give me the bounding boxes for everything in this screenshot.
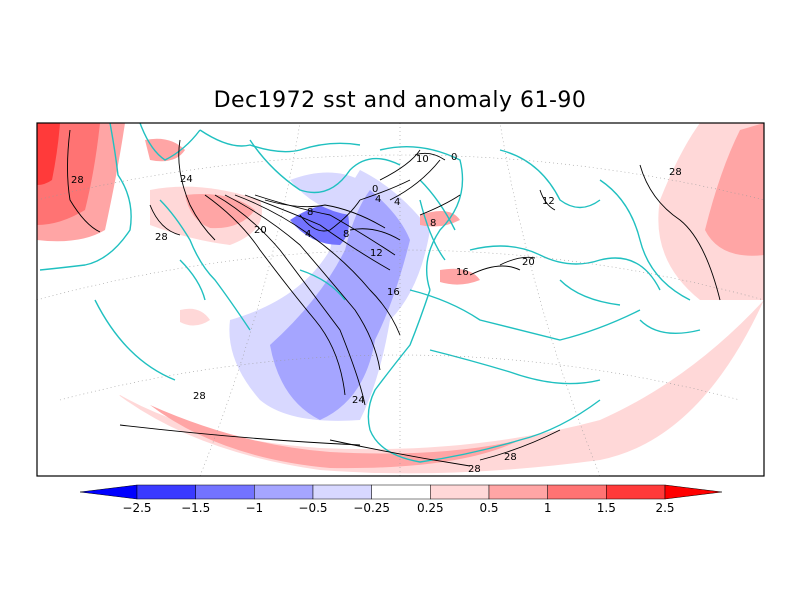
contour-label: 4 bbox=[305, 229, 311, 240]
colorbar-segment bbox=[195, 484, 255, 500]
colorbar-segment bbox=[136, 484, 196, 500]
colorbar-segment bbox=[488, 484, 548, 500]
graticule bbox=[37, 123, 764, 476]
map-frame bbox=[36, 122, 765, 477]
colorbar-tick-label: 1.5 bbox=[597, 501, 616, 515]
colorbar-segment bbox=[664, 484, 723, 500]
contour-label: 12 bbox=[370, 248, 383, 259]
colorbar-segment bbox=[254, 484, 314, 500]
colorbar-segment bbox=[79, 484, 138, 500]
colorbar-tick-label: 2.5 bbox=[655, 501, 674, 515]
contour-label: 8 bbox=[430, 218, 436, 229]
contour-label: 10 bbox=[416, 154, 429, 165]
contour-labels: 28 24 28 20 8 4 8 4 0 4 12 16 24 28 28 2… bbox=[71, 152, 682, 475]
sst-contours bbox=[67, 129, 721, 467]
colorbar-tick-label: −1.5 bbox=[181, 501, 210, 515]
contour-label: 28 bbox=[468, 464, 481, 475]
contour-label: 16 bbox=[387, 287, 400, 298]
contour-label: 28 bbox=[504, 452, 517, 463]
contour-label: 28 bbox=[71, 175, 84, 186]
contour-label: 0 bbox=[451, 152, 457, 163]
map-title: Dec1972 sst and anomaly 61-90 bbox=[213, 88, 587, 113]
contour-label: 8 bbox=[343, 229, 349, 240]
contour-label: 12 bbox=[542, 196, 555, 207]
colorbar-tick-label: 0.25 bbox=[417, 501, 444, 515]
contour-label: 28 bbox=[193, 391, 206, 402]
colorbar: −2.5 −1.5 −1 −0.5 −0.25 0.25 0.5 1 1.5 2.5 bbox=[79, 484, 723, 515]
contour-label: 20 bbox=[254, 225, 267, 236]
contour-label: 28 bbox=[155, 232, 168, 243]
colorbar-segment bbox=[312, 484, 372, 500]
anomaly-shading bbox=[37, 123, 764, 474]
colorbar-tick-label: −0.25 bbox=[353, 501, 390, 515]
contour-label: 20 bbox=[522, 257, 535, 268]
colorbar-segment bbox=[371, 484, 431, 500]
colorbar-segment bbox=[547, 484, 607, 500]
contour-label: 4 bbox=[394, 197, 400, 208]
colorbar-tick-label: −0.5 bbox=[298, 501, 327, 515]
colorbar-tick-label: −1 bbox=[245, 501, 263, 515]
contour-label: 8 bbox=[307, 207, 313, 218]
contour-label: 0 bbox=[372, 184, 378, 195]
colorbar-segment bbox=[606, 484, 666, 500]
colorbar-segment bbox=[430, 484, 490, 500]
colorbar-tick-label: 0.5 bbox=[479, 501, 498, 515]
contour-label: 4 bbox=[375, 194, 381, 205]
colorbar-tick-label: 1 bbox=[544, 501, 552, 515]
contour-label: 16 bbox=[456, 267, 469, 278]
contour-label: 28 bbox=[669, 167, 682, 178]
colorbar-tick-label: −2.5 bbox=[122, 501, 151, 515]
contour-label: 24 bbox=[180, 174, 193, 185]
contour-label: 24 bbox=[352, 395, 365, 406]
